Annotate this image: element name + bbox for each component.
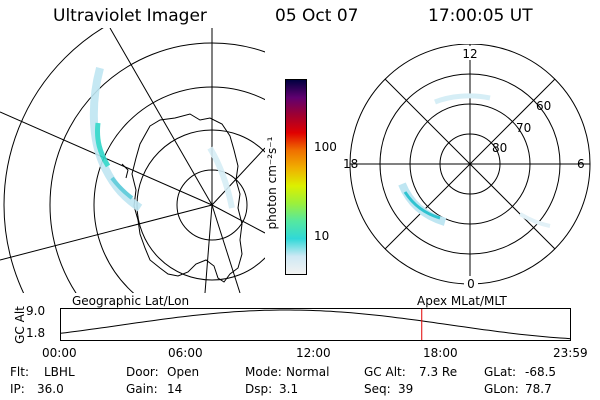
- info-value: Open: [167, 365, 200, 379]
- info-value: 3.1: [279, 382, 299, 396]
- info-key: GLat:: [484, 365, 517, 379]
- auroral-oval: [398, 93, 551, 228]
- magnetic-map: 12 18 6 0 60 70 80: [343, 44, 591, 291]
- info-key: Gain:: [126, 382, 158, 396]
- colorbar: [285, 79, 307, 275]
- observation-time: 17:00:05 UT: [428, 6, 533, 26]
- info-key: GLon:: [484, 382, 519, 396]
- meridian-line: [109, 28, 213, 206]
- info-key: Dsp:: [245, 382, 273, 396]
- info-key: Door:: [126, 365, 159, 379]
- altitude-timeline: [60, 308, 571, 341]
- mlat-label-70: 70: [516, 121, 531, 135]
- instrument-title: Ultraviolet Imager: [53, 6, 207, 26]
- xtick-2359: 23:59: [553, 346, 588, 360]
- xtick-1800: 18:00: [423, 346, 458, 360]
- info-value: -68.5: [525, 365, 557, 379]
- meridian-line: [211, 147, 265, 206]
- timeline-ylabel: GC Alt: [13, 306, 27, 344]
- lat-circle-40: [3, 28, 104, 293]
- antarctica-coastline: [131, 113, 243, 283]
- mlt-label-0: 0: [467, 277, 475, 291]
- meridian-line: [0, 204, 213, 261]
- info-key: Seq:: [364, 382, 391, 396]
- xtick-1200: 12:00: [296, 346, 331, 360]
- mlt-line: [384, 78, 556, 250]
- meridian-line: [211, 204, 241, 293]
- meridian-line: [211, 204, 265, 234]
- meridian-line: [204, 204, 213, 293]
- info-value: 39: [398, 382, 414, 396]
- colorbar-tick-100: 100: [314, 140, 337, 154]
- colorbar-tick-10: 10: [314, 229, 330, 243]
- mlat-label-60: 60: [536, 99, 551, 113]
- info-key: Mode:: [245, 365, 282, 379]
- info-key: GC Alt:: [364, 365, 406, 379]
- mlt-label-6: 6: [577, 157, 585, 171]
- info-key: IP:: [10, 382, 25, 396]
- mlat-label-80: 80: [492, 141, 507, 155]
- info-value: 7.3 Re: [419, 365, 458, 379]
- xtick-0000: 00:00: [42, 346, 77, 360]
- mlt-label-12: 12: [462, 47, 477, 61]
- info-value: 36.0: [37, 382, 64, 396]
- right-map-caption: Apex MLat/MLT: [417, 294, 507, 308]
- lat-circle-50: [49, 42, 265, 293]
- mlt-label-18: 18: [343, 157, 358, 171]
- info-value: 78.7: [525, 382, 552, 396]
- peninsula-coast: [121, 163, 129, 179]
- xtick-0600: 06:00: [168, 346, 203, 360]
- lat-circle-70: [136, 129, 265, 281]
- left-map-caption: Geographic Lat/Lon: [72, 294, 190, 308]
- info-value: LBHL: [44, 365, 75, 379]
- info-value: 14: [167, 382, 183, 396]
- ytick-min: 1.8: [26, 326, 46, 340]
- ytick-max: 9.0: [26, 304, 46, 318]
- altitude-curve: [60, 309, 571, 340]
- auroral-emission: [89, 66, 235, 212]
- info-value: Normal: [286, 365, 330, 379]
- colorbar-label: photon cm⁻²s⁻¹: [265, 136, 279, 230]
- info-key: Flt:: [10, 365, 29, 379]
- geographic-map: [0, 28, 265, 293]
- observation-date: 05 Oct 07: [275, 6, 359, 26]
